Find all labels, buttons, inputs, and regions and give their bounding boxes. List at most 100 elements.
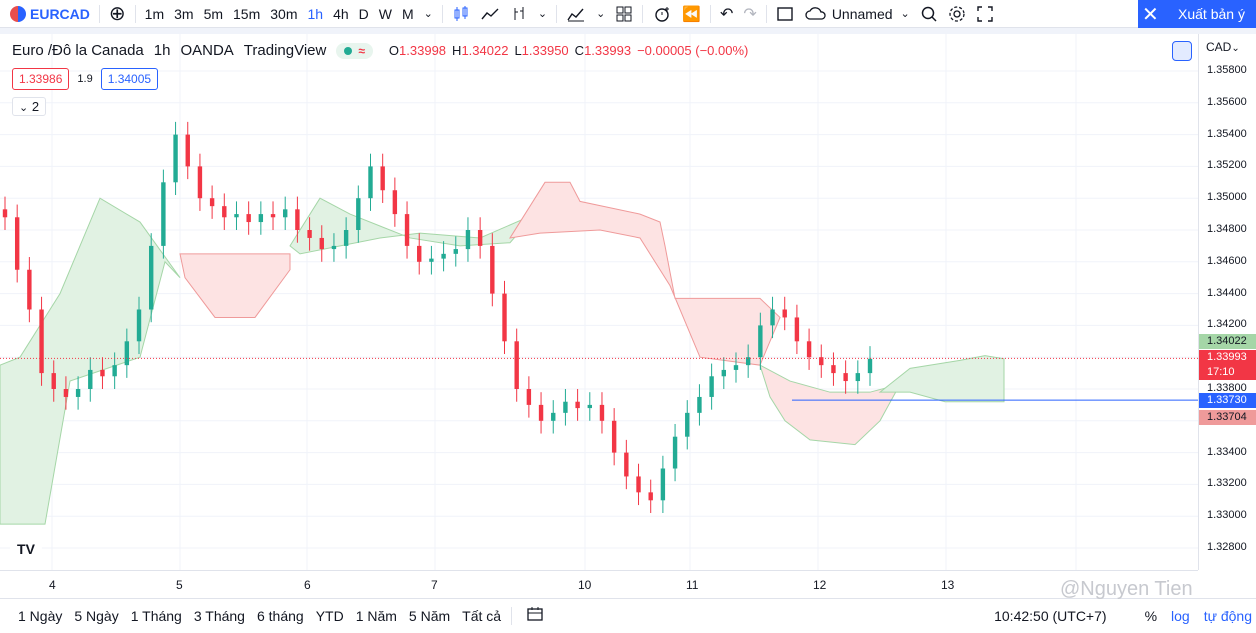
bars-icon[interactable] [505, 0, 533, 28]
divider [642, 4, 644, 23]
search-icon[interactable] [915, 0, 943, 28]
ohlc-values: O1.33998 H1.34022 L1.33950 C1.33993 −0.0… [389, 43, 748, 58]
price-tick: 1.34600 [1207, 254, 1247, 267]
timeframe-15m[interactable]: 15m [233, 5, 261, 22]
candle-body [173, 134, 178, 183]
candle-body [697, 396, 702, 413]
range-button[interactable]: Tất cả [462, 607, 502, 624]
timeframe-M[interactable]: M [401, 5, 414, 22]
indicators-icon[interactable] [561, 0, 591, 28]
tradingview-logo[interactable]: TV [10, 536, 42, 562]
candle-body [563, 401, 568, 413]
gear-icon[interactable] [943, 0, 971, 28]
cloud-bullish [878, 355, 1005, 403]
cloud-bearish [179, 253, 291, 318]
timeframe-4h[interactable]: 4h [333, 5, 349, 22]
screenshot-icon[interactable] [1172, 41, 1192, 61]
range-button[interactable]: 3 Tháng [193, 607, 245, 624]
candle-body [234, 214, 239, 218]
percent-toggle[interactable]: % [1144, 608, 1158, 624]
timeframe-W[interactable]: W [378, 5, 392, 22]
time-tick: 10 [578, 578, 592, 592]
timeframe-3m[interactable]: 3m [174, 5, 194, 22]
range-button[interactable]: 5 Năm [408, 607, 451, 624]
close-icon[interactable]: ✕ [1142, 4, 1159, 26]
layout-name: Unnamed [831, 5, 893, 22]
range-button[interactable]: 1 Ngày [18, 607, 63, 624]
chart-pane[interactable] [0, 34, 1198, 570]
price-tag: 1.33993 [1199, 350, 1256, 365]
auto-toggle[interactable]: tự động [1203, 608, 1252, 624]
chevron-down-icon[interactable]: ⌄ [423, 8, 433, 20]
price-chart[interactable] [0, 34, 1198, 570]
market-status[interactable]: ≈ [336, 42, 373, 59]
legend-broker: OANDA [180, 42, 234, 59]
candle-body [51, 373, 56, 389]
legend-source: TradingView [243, 42, 327, 59]
candle-body [356, 198, 361, 230]
range-button[interactable]: 5 Ngày [74, 607, 119, 624]
time-tick: 11 [686, 578, 699, 592]
low-label: L [514, 43, 522, 58]
time-axis[interactable]: 4 5 6 7 10 11 12 13 [0, 570, 1198, 598]
range-button[interactable]: 1 Năm [355, 607, 397, 624]
buy-button[interactable]: 1.34005 [100, 68, 159, 90]
compare-icon[interactable]: ⊕ [108, 3, 126, 25]
fullscreen-icon[interactable] [971, 0, 999, 28]
redo-icon[interactable]: ↷ [743, 5, 757, 23]
templates-icon[interactable] [610, 0, 638, 28]
chevron-down-icon: ⌄ [19, 102, 29, 114]
log-toggle[interactable]: log [1171, 608, 1190, 624]
alert-icon[interactable] [647, 0, 677, 28]
candle-body [112, 365, 117, 377]
line-chart-icon[interactable] [475, 0, 505, 28]
legend-title: Euro /Đô la Canada [12, 42, 144, 59]
legend-interval: 1h [153, 42, 171, 59]
fullscreen-select-icon[interactable] [771, 0, 799, 28]
timeframe-30m[interactable]: 30m [270, 5, 298, 22]
candle-body [197, 166, 203, 199]
range-button[interactable]: 6 tháng [256, 607, 304, 624]
price-tick: 1.34400 [1207, 286, 1247, 299]
candle-body [14, 217, 20, 270]
candle-body [161, 182, 166, 246]
candle-body [599, 404, 605, 421]
chart-legend: Euro /Đô la Canada 1h OANDA TradingView … [12, 42, 748, 59]
candle-body [636, 476, 641, 493]
timeframe-1m[interactable]: 1m [144, 5, 165, 22]
candle-body [477, 230, 483, 246]
date-range-icon[interactable] [516, 606, 554, 625]
symbol-search[interactable]: EURCAD [0, 0, 95, 28]
time-tick: 12 [813, 578, 827, 592]
timeframe-D[interactable]: D [358, 5, 369, 22]
price-tag: 1.33704 [1199, 410, 1256, 425]
price-tick: 1.32800 [1207, 541, 1247, 553]
range-button[interactable]: YTD [315, 607, 344, 624]
range-button[interactable]: 1 Tháng [130, 607, 182, 624]
price-tick: 1.35000 [1207, 191, 1247, 204]
currency-selector[interactable]: CAD⌄ [1206, 40, 1240, 54]
candle-body [709, 376, 714, 397]
candle-body [660, 468, 666, 501]
candle-body [283, 209, 288, 218]
price-tick: 1.33200 [1207, 477, 1247, 490]
replay-icon[interactable]: ⏪ [682, 5, 701, 23]
sell-button[interactable]: 1.33986 [12, 68, 70, 90]
candles-icon[interactable] [447, 0, 475, 28]
candle-body [441, 253, 446, 259]
undo-icon[interactable]: ↶ [720, 5, 734, 23]
chevron-down-icon[interactable]: ⌄ [596, 8, 606, 20]
clock[interactable]: 10:42:50 (UTC+7) [994, 608, 1107, 624]
timeframe-5m[interactable]: 5m [203, 5, 224, 22]
divider [98, 4, 100, 23]
indicators-toggle[interactable]: ⌄ 2 [12, 97, 47, 116]
layout-save[interactable]: Unnamed ⌄ [799, 0, 915, 28]
candle-body [538, 404, 544, 421]
publish-button[interactable]: Xuất bản ý [1138, 0, 1256, 28]
currency-label: CAD [1206, 40, 1232, 54]
timeframe-1h[interactable]: 1h [307, 5, 324, 22]
candle-body [855, 373, 861, 382]
chevron-down-icon[interactable]: ⌄ [537, 8, 548, 20]
price-axis[interactable]: 1.35800 1.35600 1.35400 1.35200 1.35000 1.348… [1198, 34, 1256, 570]
price-tick: 1.33400 [1207, 445, 1247, 458]
